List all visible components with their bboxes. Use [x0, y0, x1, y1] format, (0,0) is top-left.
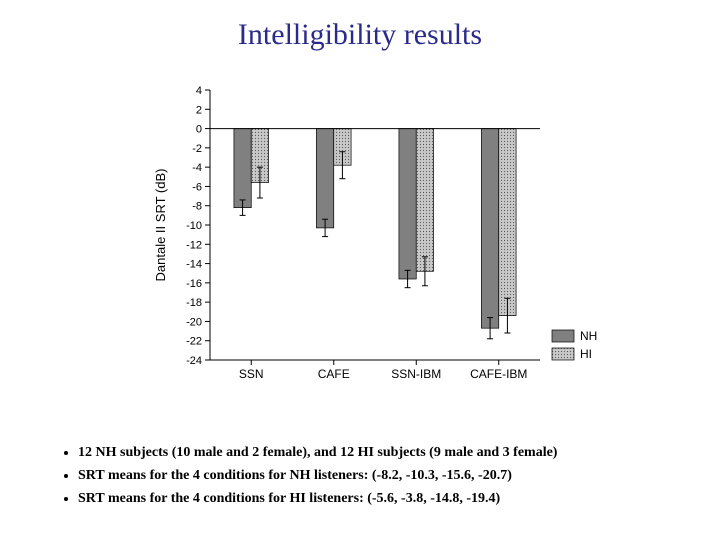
svg-text:-18: -18 — [186, 297, 202, 309]
svg-text:-6: -6 — [192, 181, 202, 193]
svg-text:-20: -20 — [186, 316, 202, 328]
svg-text:-2: -2 — [192, 143, 202, 155]
svg-text:-24: -24 — [186, 355, 202, 367]
svg-text:CAFE-IBM: CAFE-IBM — [470, 367, 527, 381]
slide: Intelligibility results -24-22-20-18-16-… — [0, 0, 720, 540]
bar-chart: -24-22-20-18-16-14-12-10-8-6-4-2024SSNCA… — [140, 80, 620, 410]
svg-text:-14: -14 — [186, 259, 202, 271]
svg-text:-8: -8 — [192, 201, 202, 213]
svg-text:-10: -10 — [186, 220, 202, 232]
svg-text:NH: NH — [580, 329, 597, 343]
svg-text:HI: HI — [580, 347, 592, 361]
svg-text:Dantale II SRT (dB): Dantale II SRT (dB) — [153, 169, 168, 282]
svg-text:SSN: SSN — [239, 367, 264, 381]
bullet-item: SRT means for the 4 conditions for HI li… — [78, 488, 680, 509]
svg-text:-22: -22 — [186, 336, 202, 348]
chart-container: -24-22-20-18-16-14-12-10-8-6-4-2024SSNCA… — [140, 80, 620, 410]
svg-text:4: 4 — [196, 85, 202, 97]
bullets-block: 12 NH subjects (10 male and 2 female), a… — [60, 440, 680, 511]
svg-text:SSN-IBM: SSN-IBM — [391, 367, 441, 381]
svg-text:-16: -16 — [186, 278, 202, 290]
bullets-list: 12 NH subjects (10 male and 2 female), a… — [60, 442, 680, 509]
svg-text:0: 0 — [196, 124, 202, 136]
svg-text:2: 2 — [196, 104, 202, 116]
bullet-item: 12 NH subjects (10 male and 2 female), a… — [78, 442, 680, 463]
page-title: Intelligibility results — [0, 18, 720, 52]
svg-text:CAFE: CAFE — [318, 367, 350, 381]
svg-text:-4: -4 — [192, 162, 202, 174]
svg-text:-12: -12 — [186, 239, 202, 251]
bullet-item: SRT means for the 4 conditions for NH li… — [78, 465, 680, 486]
